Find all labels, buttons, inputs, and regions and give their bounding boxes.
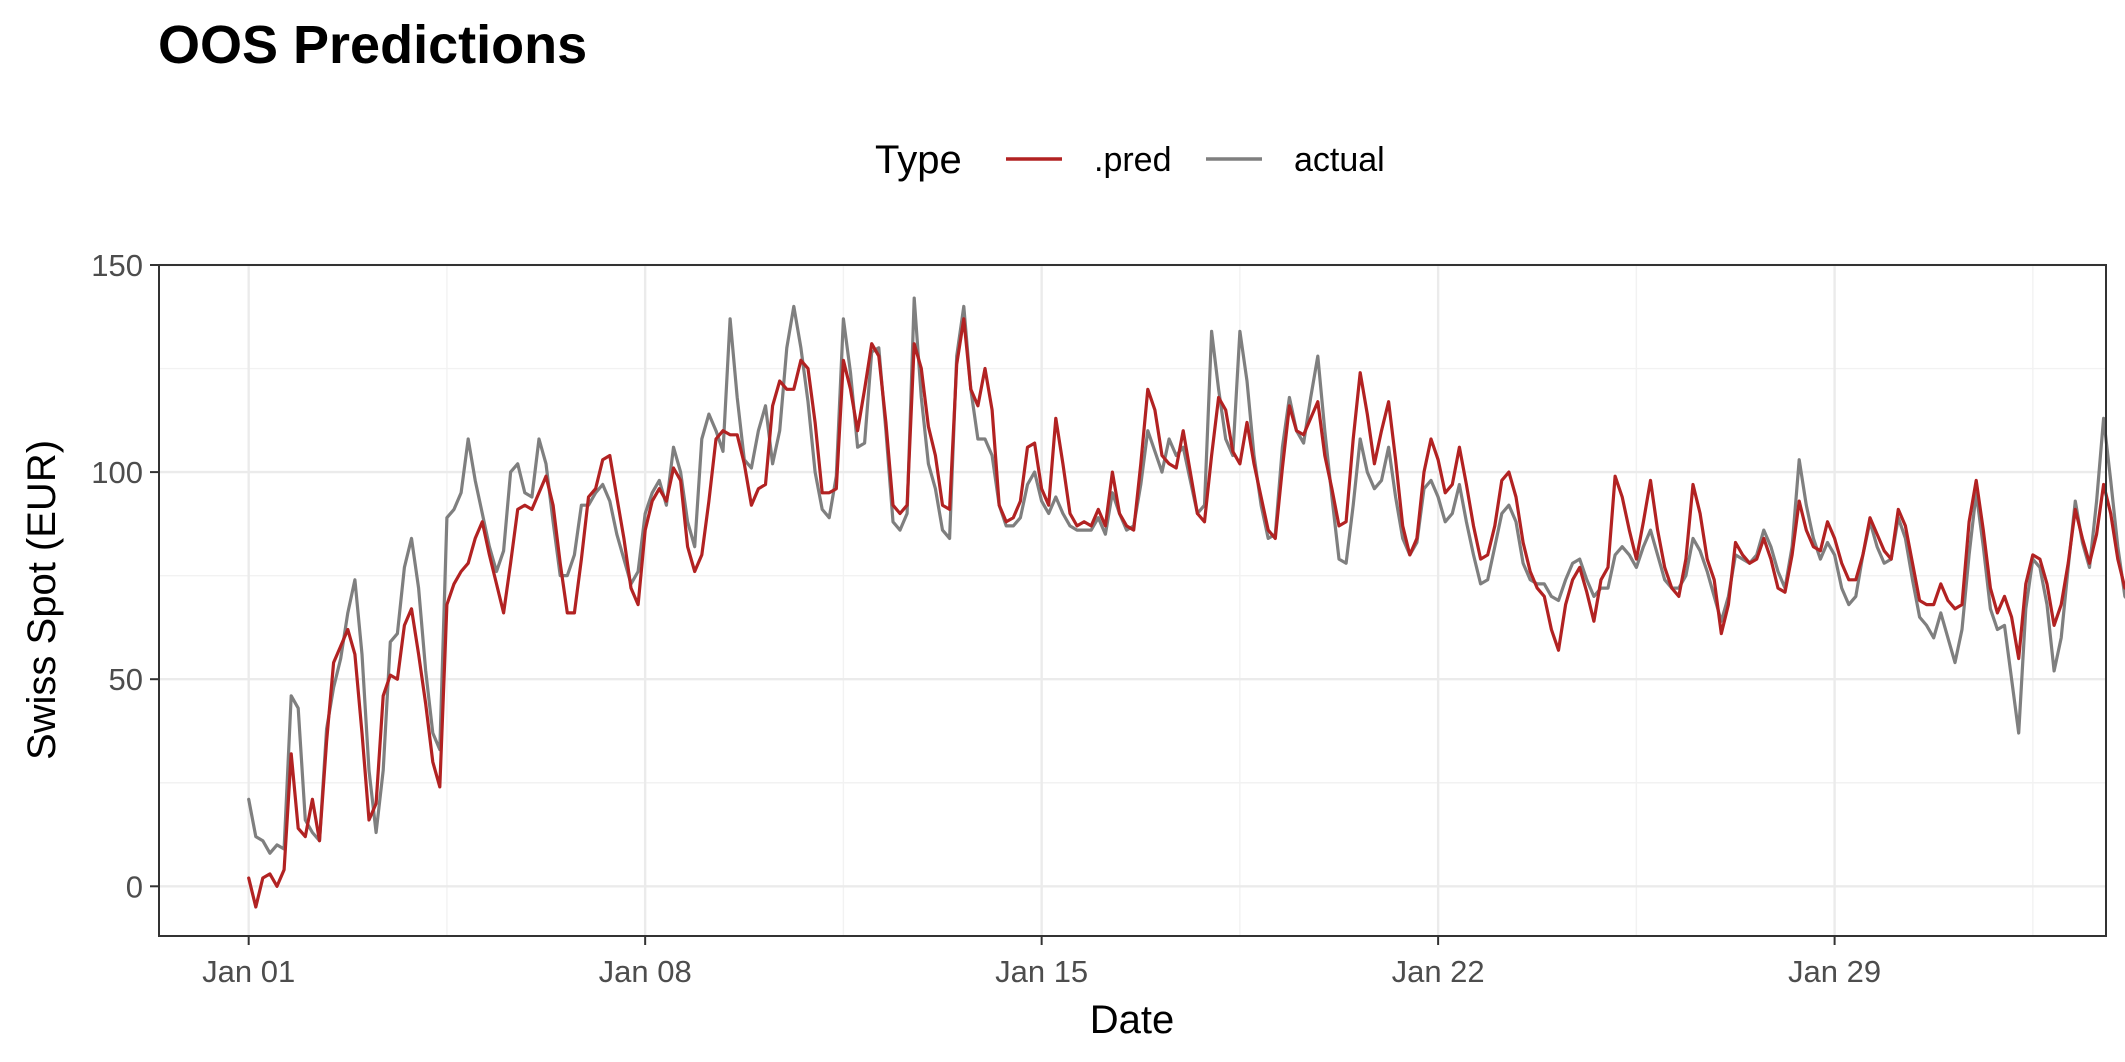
legend: Type .pred actual xyxy=(875,138,1385,182)
chart-title: OOS Predictions xyxy=(158,15,587,75)
minor-gridlines xyxy=(159,265,2106,936)
x-axis-title: Date xyxy=(1090,998,1175,1042)
series-layer xyxy=(247,296,2125,909)
y-axis: 0 50 100 150 xyxy=(91,248,159,904)
y-axis-title: Swiss Spot (EUR) xyxy=(20,440,64,760)
legend-title: Type xyxy=(875,138,962,182)
y-tick-label: 0 xyxy=(126,869,143,904)
legend-label-pred: .pred xyxy=(1094,141,1172,179)
legend-items: .pred actual xyxy=(1006,141,1385,179)
legend-label-actual: actual xyxy=(1294,141,1385,179)
major-gridlines xyxy=(159,263,2106,936)
x-tick-label: Jan 22 xyxy=(1392,954,1485,989)
x-tick-label: Jan 29 xyxy=(1788,954,1881,989)
series-line-pred xyxy=(247,317,2125,909)
y-tick-label: 100 xyxy=(91,455,143,490)
y-tick-label: 50 xyxy=(109,662,143,697)
x-axis: Jan 01 Jan 08 Jan 15 Jan 22 Jan 29 xyxy=(202,936,1881,989)
x-tick-label: Jan 01 xyxy=(202,954,295,989)
y-tick-label: 150 xyxy=(91,248,143,283)
plot-panel-border xyxy=(158,264,2107,937)
x-tick-label: Jan 08 xyxy=(599,954,692,989)
x-tick-label: Jan 15 xyxy=(995,954,1088,989)
